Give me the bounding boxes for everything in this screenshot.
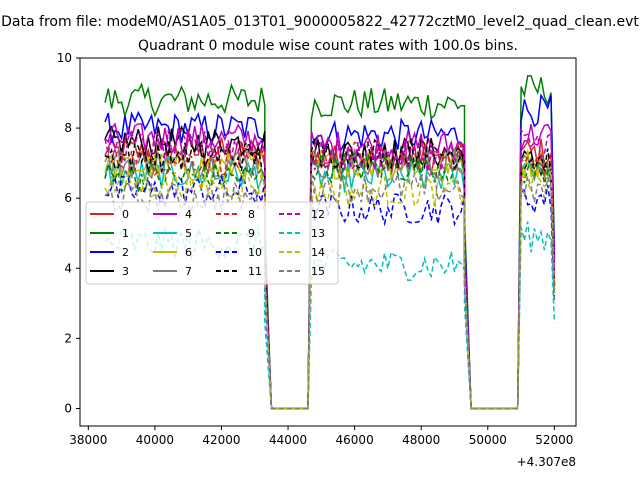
series-line-1 [104,75,556,410]
series-line-7 [104,147,556,410]
x-axis: 38000 40000 42000 44000 46000 48000 50000 52000 [69,426,573,447]
x-tick-label: 48000 [402,433,440,447]
plot-area: 38000 40000 42000 44000 46000 48000 50000 52000… [57,51,577,469]
series-line-13 [104,221,556,410]
legend-label-6: 6 [185,246,192,259]
axes-frame [79,57,577,427]
series-line-11 [104,137,556,410]
legend-label-0: 0 [122,208,129,221]
legend-label-3: 3 [122,265,129,278]
chart-suptitle: Data from file: modeM0/AS1A05_013T01_900… [1,14,639,30]
legend-label-13: 13 [311,227,325,240]
legend-label-9: 9 [248,227,255,240]
y-tick-label: 0 [64,401,72,415]
x-tick-label: 42000 [202,433,240,447]
legend-label-4: 4 [185,208,192,221]
x-tick-label: 38000 [69,433,107,447]
legend-label-10: 10 [248,246,262,259]
y-tick-label: 10 [57,51,72,65]
series-line-5 [104,156,556,410]
legend-label-1: 1 [122,227,129,240]
series-line-15 [104,170,556,410]
x-tick-label: 46000 [336,433,374,447]
series-line-6 [104,146,556,410]
series-line-14 [104,164,556,410]
legend-label-14: 14 [311,246,325,259]
legend-label-12: 12 [311,208,325,221]
legend-label-8: 8 [248,208,255,221]
y-tick-label: 6 [64,191,72,205]
series-line-8 [104,139,556,410]
y-tick-label: 2 [64,331,72,345]
legend-label-15: 15 [311,265,325,278]
x-offset-label: +4.307e8 [517,455,576,469]
legend-label-5: 5 [185,227,192,240]
legend-box [85,201,339,285]
series-line-12 [104,127,556,410]
legend-label-11: 11 [248,265,262,278]
x-tick-label: 52000 [535,433,573,447]
y-tick-label: 8 [64,121,72,135]
x-tick-label: 50000 [469,433,507,447]
y-axis: 0 2 4 6 8 10 [57,51,80,415]
y-tick-label: 4 [64,261,72,275]
x-tick-label: 44000 [269,433,307,447]
legend-label-2: 2 [122,246,129,259]
chart-title: Quadrant 0 module wise count rates with … [138,38,518,54]
x-tick-label: 40000 [136,433,174,447]
legend-label-7: 7 [185,265,192,278]
series-layer [104,75,556,410]
